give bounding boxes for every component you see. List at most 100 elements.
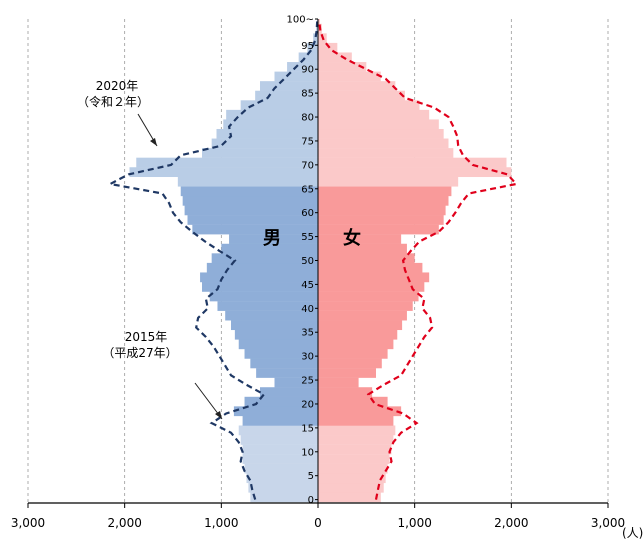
axes: 3,000 2,000 1,000 0 1,000 2,000 3,000051015202… xyxy=(11,15,625,531)
bar-female xyxy=(318,348,388,359)
bar-female xyxy=(318,358,382,369)
bar-female xyxy=(318,320,403,331)
bar-male xyxy=(242,454,318,464)
age-tick-label: 65 xyxy=(301,184,314,195)
bar-female xyxy=(318,119,439,130)
bar-male xyxy=(226,109,318,120)
age-tick-label: 100~ xyxy=(287,15,314,26)
age-tick-label: 15 xyxy=(301,423,314,434)
male-label: 男 xyxy=(263,228,281,249)
bar-female xyxy=(318,19,320,29)
x-tick-label: 2,000 xyxy=(107,516,141,530)
age-tick-label: 90 xyxy=(301,65,314,76)
x-tick-label: 1,000 xyxy=(204,516,238,530)
bar-female xyxy=(318,310,407,321)
bar-male xyxy=(217,301,318,311)
annotation-2020-arrowhead xyxy=(150,138,157,146)
age-tick-label: 95 xyxy=(301,41,314,52)
age-tick-label: 45 xyxy=(301,280,314,291)
bar-male xyxy=(238,425,318,436)
age-tick-label: 60 xyxy=(301,208,314,219)
bar-male xyxy=(192,224,318,235)
bar-female xyxy=(318,463,388,474)
bar-female xyxy=(318,157,507,168)
bar-male xyxy=(240,435,318,445)
age-tick-label: 5 xyxy=(308,471,314,482)
age-tick-label: 40 xyxy=(301,304,314,315)
bar-male xyxy=(209,291,318,302)
bar-male xyxy=(246,473,318,484)
age-tick-label: 10 xyxy=(301,447,314,458)
bar-female xyxy=(318,224,439,235)
bar-female xyxy=(318,406,402,417)
bar-male xyxy=(229,234,318,244)
bar-male xyxy=(274,71,318,82)
bar-male xyxy=(221,243,318,254)
bar-female xyxy=(318,138,449,149)
bar-male xyxy=(242,415,318,426)
x-tick-label: 3,000 xyxy=(591,516,625,530)
x-axis-unit: (人) xyxy=(622,526,643,540)
age-tick-label: 75 xyxy=(301,136,314,147)
age-tick-label: 55 xyxy=(301,232,314,243)
bar-female xyxy=(318,148,454,158)
bar-female xyxy=(318,195,449,206)
bar-female xyxy=(318,368,376,378)
bar-female xyxy=(318,167,512,178)
bar-male xyxy=(184,205,318,216)
bar-male xyxy=(233,406,318,417)
bar-female xyxy=(318,482,384,493)
bar-male xyxy=(244,348,318,359)
bar-female xyxy=(318,215,444,225)
annotation-2020-year: 2020年 xyxy=(96,79,139,93)
bar-female xyxy=(318,109,430,120)
bar-female xyxy=(318,62,367,72)
bar-female xyxy=(318,176,459,187)
bar-male xyxy=(136,157,318,168)
annotation-2015-arrowhead xyxy=(215,411,222,419)
bar-male xyxy=(180,186,318,197)
age-tick-label: 50 xyxy=(301,256,314,267)
bar-male xyxy=(298,52,318,63)
bar-female xyxy=(318,272,430,283)
x-tick-label: 2,000 xyxy=(494,516,528,530)
annotation-2015-era: （平成27年） xyxy=(102,346,177,360)
bar-male xyxy=(250,358,318,369)
lines-2015 xyxy=(106,21,519,500)
bar-female xyxy=(318,52,352,63)
bar-male xyxy=(187,215,318,225)
annotation-2020-era: （令和２年） xyxy=(77,94,149,109)
bar-male xyxy=(244,396,318,407)
female-label: 女 xyxy=(343,227,361,249)
bar-female xyxy=(318,71,381,82)
bars-2020 xyxy=(129,19,512,503)
bar-male xyxy=(200,272,318,283)
line-2015-male xyxy=(106,21,319,500)
bar-female xyxy=(318,42,338,53)
bar-male xyxy=(177,176,318,187)
bar-female xyxy=(318,492,381,503)
bar-female xyxy=(318,128,444,139)
bar-male xyxy=(248,482,318,493)
bar-male xyxy=(307,42,318,53)
bar-male xyxy=(255,90,318,101)
bar-male xyxy=(238,339,318,350)
bar-female xyxy=(318,205,446,216)
bar-male xyxy=(287,62,318,72)
bar-female xyxy=(318,253,415,264)
annotation-2015-year: 2015年 xyxy=(125,330,168,344)
age-tick-label: 35 xyxy=(301,328,314,339)
age-tick-label: 80 xyxy=(301,113,314,124)
bar-male xyxy=(250,492,318,503)
bar-female xyxy=(318,234,402,244)
bar-female xyxy=(318,425,396,436)
bar-male xyxy=(211,138,318,149)
bar-male xyxy=(202,282,318,292)
bar-male xyxy=(242,444,318,455)
bar-male xyxy=(260,387,318,397)
bar-female xyxy=(318,262,423,273)
bar-male xyxy=(223,119,318,130)
bar-male xyxy=(202,148,318,158)
bar-male xyxy=(244,463,318,474)
x-tick-label: 1,000 xyxy=(397,516,431,530)
